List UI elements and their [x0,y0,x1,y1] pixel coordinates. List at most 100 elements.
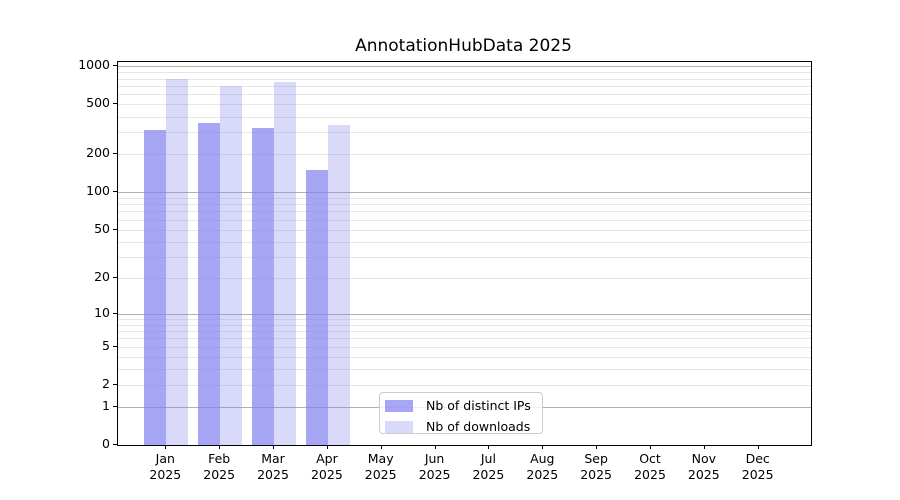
gridline-minor [118,94,811,96]
legend-item-distinct-ips: Nb of distinct IPs [385,398,534,413]
chart-title: AnnotationHubData 2025 [355,36,572,56]
x-tick-month: Jan [155,451,175,466]
x-axis-tick-label: Nov 2025 [677,451,731,483]
y-tick-mark [113,228,117,230]
y-tick-mark [113,65,117,67]
y-axis-tick-label: 10 [94,304,110,320]
x-tick-year: 2025 [257,467,289,482]
x-axis-tick-label: Mar 2025 [246,451,300,483]
x-tick-mark [757,445,759,449]
y-axis-tick-label: 100 [86,183,110,199]
gridline-minor [118,132,811,134]
legend: Nb of distinct IPs Nb of downloads [379,392,543,434]
bar-downloads [274,82,296,445]
x-tick-month: Dec [745,451,770,466]
gridline-minor [118,256,811,258]
gridline-minor [118,78,811,80]
legend-label-distinct-ips: Nb of distinct IPs [426,398,531,413]
x-tick-mark [650,445,651,449]
gridline-minor [118,211,811,213]
x-tick-mark [488,445,490,449]
gridline-minor [118,318,811,320]
gridline-minor [118,229,811,231]
y-axis-tick-label: 20 [94,269,110,285]
bar-distinct-ips [144,130,167,445]
y-tick-mark [113,103,117,105]
bar-distinct-ips [198,122,221,445]
x-axis-tick-label: Apr 2025 [300,451,354,483]
y-tick-mark [113,406,117,407]
legend-swatch-downloads-icon [385,421,413,433]
y-axis-tick-label: 0 [102,436,110,451]
x-tick-mark [165,445,167,449]
x-tick-mark [326,445,328,449]
x-tick-month: Apr [316,451,338,466]
x-tick-year: 2025 [203,467,236,482]
gridline-minor [118,197,811,199]
gridline-minor [118,384,811,386]
gridline-minor [118,72,811,74]
gridline-minor [118,241,811,243]
y-tick-mark [113,383,117,385]
x-tick-year: 2025 [418,467,451,482]
plot-area [117,61,812,446]
x-tick-mark [434,445,436,449]
gridline-minor [118,338,811,340]
x-tick-mark [542,445,544,449]
x-tick-year: 2025 [687,467,720,482]
gridline-minor [118,369,811,370]
y-tick-mark [113,153,117,155]
x-axis-tick-label: Jan 2025 [138,451,192,483]
gridline-minor [118,116,811,118]
legend-label-downloads: Nb of downloads [426,419,531,434]
x-axis-tick-label: Feb 2025 [192,451,246,483]
gridline-major [118,313,811,315]
bar-downloads [166,79,189,445]
x-tick-month: Nov [691,451,716,466]
gridline-minor [118,204,811,206]
y-tick-mark [113,191,117,193]
gridline-minor [118,324,811,326]
x-tick-mark [703,445,705,449]
x-tick-mark [596,445,598,449]
x-tick-year: 2025 [310,467,343,482]
gridline-minor [118,356,811,358]
x-tick-year: 2025 [634,467,666,482]
legend-swatch-distinct-ips-icon [385,400,413,412]
y-axis-tick-label: 5 [102,337,110,353]
gridline-minor [118,278,811,280]
bar-distinct-ips [305,170,328,445]
gridline-minor [118,219,811,221]
x-axis-tick-label: Sep 2025 [569,451,623,483]
y-axis-tick-label: 200 [86,145,110,161]
x-tick-month: Jun [424,451,445,466]
x-tick-month: Mar [261,451,285,466]
x-tick-mark [273,445,274,449]
x-tick-month: Jul [480,451,496,466]
y-axis-tick-label: 500 [86,95,110,111]
x-tick-month: May [367,451,394,466]
x-axis-tick-label: Jul 2025 [461,451,515,483]
x-tick-year: 2025 [526,467,559,482]
x-tick-month: Feb [208,451,231,466]
x-tick-month: Sep [584,451,608,466]
x-tick-mark [380,445,382,449]
gridline-major [118,192,811,194]
y-tick-mark [113,277,117,279]
x-tick-year: 2025 [472,467,505,482]
x-axis-tick-label: Jun 2025 [408,451,462,483]
y-axis-tick-label: 1000 [78,57,110,73]
y-tick-mark [113,444,117,445]
gridline-minor [118,86,811,87]
gridline-minor [118,104,811,106]
x-tick-year: 2025 [741,467,774,482]
bar-distinct-ips [252,127,274,445]
x-tick-year: 2025 [580,467,612,482]
y-tick-mark [113,312,117,314]
x-axis-tick-label: Dec 2025 [731,451,785,483]
gridline-major [118,66,811,68]
x-axis-tick-label: May 2025 [354,451,408,483]
gridline-minor [118,346,811,348]
x-tick-mark [219,445,221,449]
